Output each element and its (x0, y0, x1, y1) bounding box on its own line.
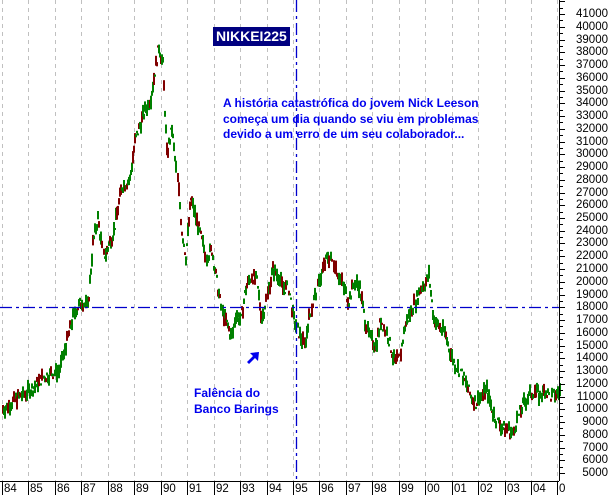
story-line-2: começa um dia quando se viu em problemas (223, 111, 479, 126)
y-tick-label: 9000 (582, 416, 608, 428)
reference-lines (0, 0, 559, 481)
axes (0, 0, 565, 495)
x-tick-label: 92 (216, 483, 229, 495)
y-tick-label: 19000 (576, 289, 608, 301)
y-tick-label: 29000 (576, 161, 608, 173)
y-tick-label: 35000 (576, 85, 608, 97)
y-tick-label: 39000 (576, 34, 608, 46)
y-tick-label: 41000 (576, 8, 608, 20)
y-tick-label: 25000 (576, 212, 608, 224)
barings-annotation: Falência do Banco Barings (194, 386, 279, 417)
y-tick-label: 18000 (576, 301, 608, 313)
y-tick-label: 14000 (576, 352, 608, 364)
x-tick-label: 03 (507, 483, 520, 495)
vertical-grid-lines (2, 0, 558, 481)
x-tick-label: 02 (480, 483, 493, 495)
x-tick-label: 89 (136, 483, 149, 495)
y-tick-label: 28000 (576, 174, 608, 186)
story-line-3: devido a um erro de um seu colaborador..… (223, 127, 465, 141)
x-tick-label: 96 (321, 483, 334, 495)
x-tick-label: 84 (4, 483, 17, 495)
barings-line-1: Falência do (194, 386, 261, 400)
y-tick-label: 15000 (576, 340, 608, 352)
y-tick-label: 8000 (582, 429, 608, 441)
y-tick-label: 10000 (576, 403, 608, 415)
y-tick-label: 7000 (582, 442, 608, 454)
y-tick-label: 33000 (576, 110, 608, 122)
y-tick-label: 30000 (576, 148, 608, 160)
x-tick-label: 97 (348, 483, 361, 495)
y-tick-label: 20000 (576, 276, 608, 288)
x-tick-label: 93 (242, 483, 255, 495)
y-tick-label: 22000 (576, 250, 608, 262)
x-tick-label: 86 (57, 483, 70, 495)
x-tick-label: 95 (295, 483, 308, 495)
arrow-icon (247, 352, 259, 364)
x-tick-label: 99 (401, 483, 414, 495)
x-tick-label: 00 (427, 483, 440, 495)
x-tick-label: 90 (163, 483, 176, 495)
chart-title: NIKKEI225 (213, 27, 290, 46)
x-tick-label: 87 (83, 483, 96, 495)
y-tick-label: 40000 (576, 21, 608, 33)
y-tick-label: 31000 (576, 136, 608, 148)
y-tick-label: 17000 (576, 314, 608, 326)
y-tick-label: 32000 (576, 123, 608, 135)
story-line-1: A história catastrófica do jovem Nick Le… (223, 96, 479, 110)
y-tick-label: 21000 (576, 263, 608, 275)
x-tick-label: 0 (559, 483, 566, 495)
y-tick-label: 24000 (576, 225, 608, 237)
y-tick-label: 27000 (576, 187, 608, 199)
story-annotation: A história catastrófica do jovem Nick Le… (223, 96, 479, 143)
y-tick-label: 12000 (576, 378, 608, 390)
x-tick-label: 88 (110, 483, 123, 495)
x-tick-label: 01 (454, 483, 467, 495)
y-tick-label: 6000 (582, 454, 608, 466)
y-tick-label: 23000 (576, 237, 608, 249)
y-tick-label: 11000 (576, 391, 608, 403)
y-tick-label: 36000 (576, 72, 608, 84)
y-tick-label: 5000 (582, 467, 608, 479)
barings-line-2: Banco Barings (194, 401, 279, 416)
y-tick-label: 13000 (576, 365, 608, 377)
x-tick-label: 04 (533, 483, 546, 495)
x-tick-label: 98 (374, 483, 387, 495)
y-tick-label: 38000 (576, 46, 608, 58)
x-tick-label: 94 (269, 483, 282, 495)
price-series (2, 44, 561, 440)
y-tick-label: 37000 (576, 59, 608, 71)
x-tick-label: 85 (30, 483, 43, 495)
y-tick-label: 26000 (576, 199, 608, 211)
y-tick-label: 16000 (576, 327, 608, 339)
y-tick-label: 34000 (576, 97, 608, 109)
x-tick-label: 91 (189, 483, 202, 495)
